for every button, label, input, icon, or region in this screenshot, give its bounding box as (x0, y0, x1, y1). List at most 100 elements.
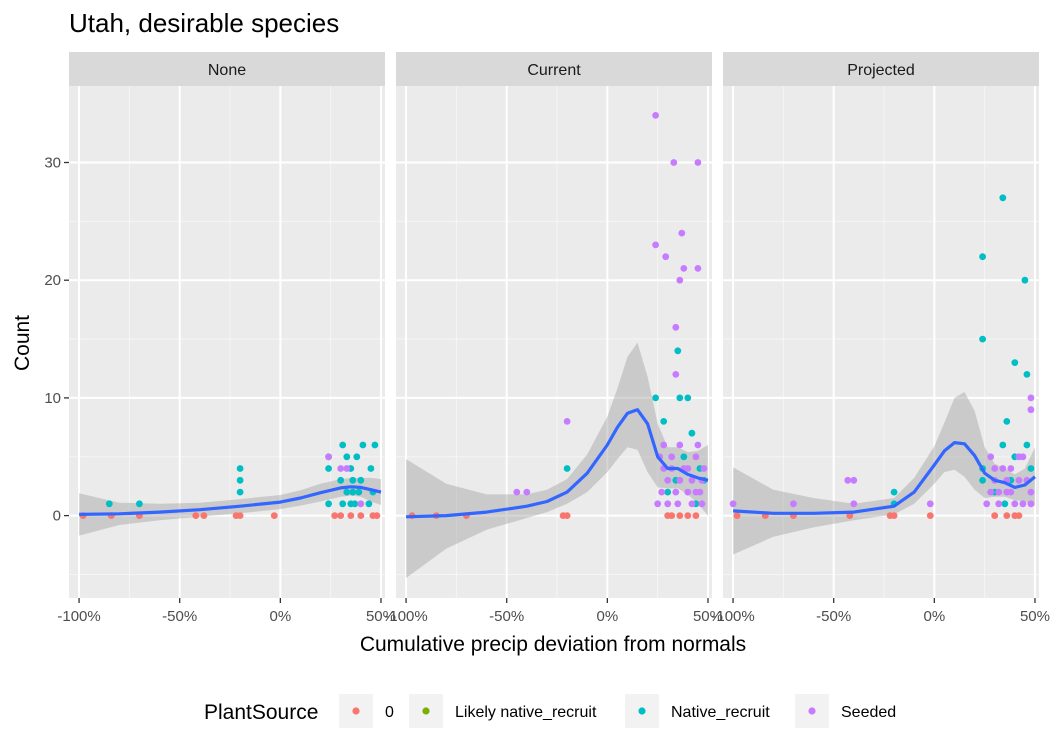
legend-swatch (808, 707, 816, 715)
data-point-native-recruit (680, 453, 688, 461)
data-point-seeded (672, 488, 680, 496)
data-point-seeded (850, 476, 858, 484)
data-point-seeded (676, 476, 684, 484)
data-point-native-recruit (236, 476, 244, 484)
data-point-seeded (1027, 394, 1035, 402)
data-point-native-recruit (236, 488, 244, 496)
x-tick-label: 0% (596, 608, 618, 625)
x-tick-label: -100% (711, 608, 754, 625)
data-point-seeded (1027, 406, 1035, 414)
legend: PlantSource 0 Likely native_recruit Native_… (204, 694, 896, 728)
data-point-seeded (680, 265, 688, 272)
data-point-seeded (1015, 476, 1023, 484)
data-point-0 (676, 512, 684, 519)
data-point-0 (846, 512, 854, 519)
data-point-native-recruit (1023, 371, 1031, 378)
data-point-seeded (692, 488, 700, 496)
data-point-native-recruit (339, 441, 347, 449)
data-point-seeded (850, 500, 858, 508)
data-point-0 (890, 512, 898, 519)
data-point-seeded (688, 476, 696, 484)
data-point-native-recruit (236, 465, 244, 472)
data-point-0 (563, 512, 571, 519)
smooth-line (406, 408, 709, 519)
data-point-0 (192, 512, 200, 519)
data-point-seeded (995, 500, 1003, 508)
data-point-seeded (999, 465, 1007, 472)
facet-panels: None -100% -50% 0% 50% 0 10 20 30 Current -100% -50… (44, 52, 1050, 625)
legend-entry-label: Likely native_recruit (455, 704, 597, 721)
legend-title: PlantSource (204, 701, 318, 724)
x-tick-label: -100% (384, 608, 427, 625)
data-point-native-recruit (890, 488, 898, 496)
data-point-0 (1015, 512, 1023, 519)
data-point-native-recruit (343, 453, 351, 461)
data-point-seeded (660, 441, 668, 449)
facet-strip-label: None (208, 62, 246, 79)
chart-title: Utah, desirable species (69, 8, 339, 38)
x-tick-label: 50% (693, 608, 723, 625)
x-axis-label: Cumulative precip deviation from normals (360, 633, 746, 656)
data-point-seeded (513, 488, 521, 496)
data-point-native-recruit (999, 194, 1007, 202)
data-point-seeded (987, 453, 995, 461)
x-tick-label: 0% (923, 608, 945, 625)
data-point-native-recruit (136, 500, 143, 508)
y-tick-label: 30 (44, 155, 61, 172)
legend-entry-label: 0 (385, 704, 394, 721)
data-point-seeded (692, 453, 700, 461)
data-point-seeded (694, 441, 702, 449)
data-point-seeded (658, 488, 666, 496)
data-point-0 (337, 512, 345, 519)
data-point-seeded (694, 159, 702, 166)
y-tick-label: 0 (53, 508, 61, 525)
data-point-seeded (1027, 488, 1035, 496)
data-point-seeded (652, 241, 659, 249)
smooth-line (79, 485, 382, 516)
data-point-seeded (672, 323, 680, 331)
data-point-native-recruit (349, 476, 357, 484)
x-tick-label: 50% (1020, 608, 1050, 625)
data-point-seeded (652, 112, 659, 119)
data-point-0 (270, 512, 278, 519)
data-point-seeded (694, 265, 702, 272)
data-point-seeded (523, 488, 531, 496)
data-point-0 (692, 512, 700, 519)
data-point-native-recruit (351, 500, 359, 508)
x-tick-label: -50% (489, 608, 524, 625)
data-point-seeded (676, 441, 684, 449)
data-point-seeded (1007, 465, 1015, 472)
data-point-native-recruit (684, 394, 692, 402)
data-point-seeded (664, 500, 672, 508)
panel-background (396, 86, 712, 598)
data-point-seeded (337, 465, 345, 472)
facet-strip-label: Current (527, 62, 581, 79)
data-point-seeded (678, 229, 686, 237)
data-point-seeded (987, 488, 995, 496)
data-point-native-recruit (343, 488, 351, 496)
data-point-native-recruit (660, 418, 668, 425)
data-point-seeded (844, 476, 852, 484)
legend-swatch (422, 707, 430, 715)
data-point-native-recruit (1027, 465, 1035, 472)
data-point-native-recruit (652, 394, 659, 402)
data-point-0 (991, 512, 999, 519)
legend-entry-label: Seeded (841, 704, 896, 721)
data-point-0 (1003, 512, 1011, 519)
data-point-native-recruit (674, 347, 682, 355)
data-point-native-recruit (664, 488, 672, 496)
x-tick-label: -50% (162, 608, 197, 625)
legend-entry-label: Native_recruit (671, 704, 770, 721)
data-point-native-recruit (688, 429, 696, 437)
data-point-seeded (688, 500, 696, 508)
x-tick-label: 0% (269, 608, 291, 625)
data-point-seeded (926, 500, 934, 508)
data-point-seeded (1003, 488, 1011, 496)
y-axis-label: Count (11, 315, 34, 371)
data-point-native-recruit (1021, 276, 1029, 284)
legend-swatch (638, 707, 646, 715)
data-point-seeded (563, 418, 571, 425)
data-point-seeded (684, 465, 692, 472)
data-point-seeded (662, 253, 670, 261)
